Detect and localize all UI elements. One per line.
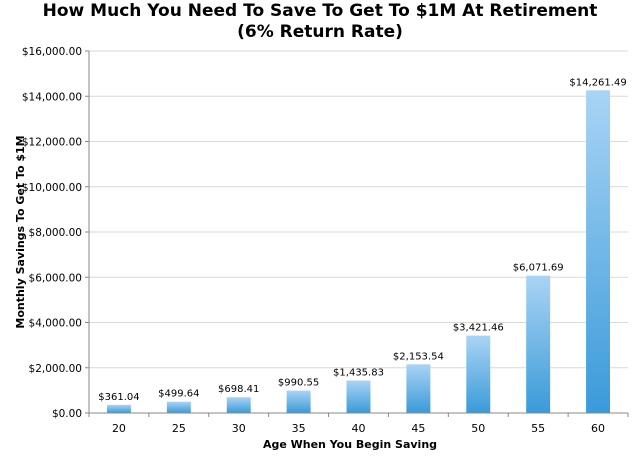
y-tick-label: $2,000.00 [29, 363, 82, 375]
x-tick-label: 45 [411, 422, 425, 435]
data-label: $6,071.69 [513, 263, 564, 274]
data-labels: $361.04 $499.64 $698.41 $990.55 $1,435.83 $2,… [98, 77, 626, 402]
data-label: $3,421.46 [453, 323, 504, 334]
y-tick-label: $12,000.00 [22, 137, 82, 149]
y-axis-label: Monthly Savings To Get To $1M [14, 135, 27, 328]
bar-age-45 [406, 364, 431, 413]
data-label: $990.55 [278, 378, 319, 389]
bar-age-25 [166, 401, 191, 413]
bar-age-20 [106, 404, 131, 413]
bar-age-50 [466, 335, 491, 413]
data-label: $1,435.83 [333, 368, 384, 379]
bars [106, 90, 611, 413]
bar-age-30 [226, 397, 251, 413]
data-label: $499.64 [158, 389, 199, 400]
x-tick-label: 55 [531, 422, 545, 435]
x-tick-label: 25 [172, 422, 186, 435]
data-label: $698.41 [218, 384, 259, 395]
axes: $0.00 $2,000.00 $4,000.00 $6,000.00 $8,000.0… [22, 46, 629, 435]
bar-age-55 [526, 275, 551, 413]
data-label: $361.04 [98, 392, 139, 403]
bar-age-60 [586, 90, 611, 413]
x-axis-label: Age When You Begin Saving [263, 438, 437, 451]
x-tick-label: 40 [352, 422, 366, 435]
chart-title: How Much You Need To Save To Get To $1M … [42, 1, 598, 21]
x-tick-label: 20 [112, 422, 126, 435]
y-tick-label: $4,000.00 [29, 318, 82, 330]
chart-subtitle: (6% Return Rate) [237, 22, 403, 42]
x-tick-label: 35 [292, 422, 306, 435]
y-tick-label: $0.00 [52, 408, 82, 420]
y-tick-label: $6,000.00 [29, 272, 82, 284]
x-tick-label: 50 [471, 422, 485, 435]
x-tick-label: 60 [591, 422, 605, 435]
data-label: $14,261.49 [569, 77, 626, 88]
bar-age-40 [346, 380, 371, 413]
y-tick-label: $8,000.00 [29, 227, 82, 239]
data-label: $2,153.54 [393, 351, 444, 362]
y-tick-label: $14,000.00 [22, 91, 82, 103]
x-tick-label: 30 [232, 422, 246, 435]
y-tick-label: $16,000.00 [22, 46, 82, 58]
bar-age-35 [286, 390, 311, 413]
y-tick-label: $10,000.00 [22, 182, 82, 194]
